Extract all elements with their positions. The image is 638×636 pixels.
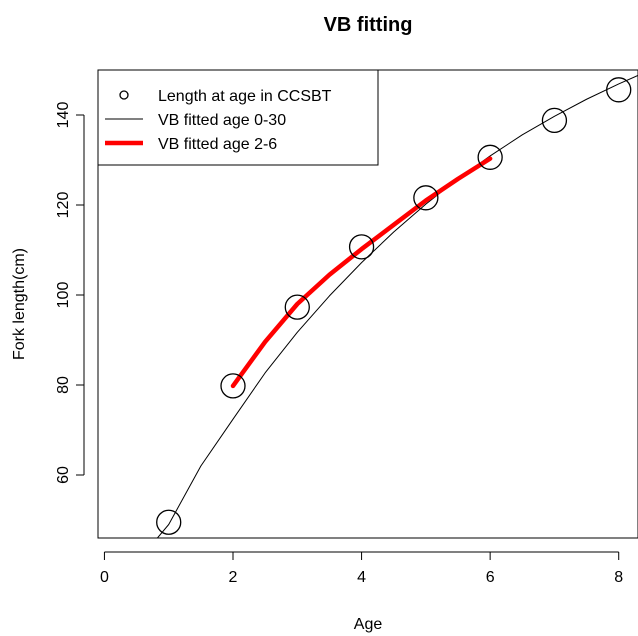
y-tick-label: 100 bbox=[55, 282, 72, 309]
y-axis-label: Fork length(cm) bbox=[11, 248, 28, 360]
legend-label: VB fitted age 2-6 bbox=[158, 136, 277, 153]
legend-label: Length at age in CCSBT bbox=[158, 88, 332, 105]
x-tick-label: 8 bbox=[614, 569, 623, 586]
legend-marker-circle bbox=[119, 90, 129, 100]
legend: Length at age in CCSBT VB fitted age 0-30… bbox=[97, 69, 379, 166]
data-point bbox=[413, 185, 439, 211]
series-line-1 bbox=[156, 74, 638, 538]
x-tick-label: 6 bbox=[486, 569, 495, 586]
y-tick-label: 60 bbox=[55, 466, 72, 484]
data-point bbox=[541, 107, 568, 134]
x-tick-label: 0 bbox=[100, 569, 109, 586]
data-point bbox=[220, 373, 246, 399]
data-point bbox=[156, 509, 182, 535]
y-tick-label: 140 bbox=[55, 102, 72, 129]
x-tick-label: 2 bbox=[229, 569, 238, 586]
series-line-2 bbox=[230, 156, 493, 389]
x-axis-label: Age bbox=[354, 616, 383, 633]
data-point bbox=[348, 234, 375, 260]
y-tick-label: 80 bbox=[55, 376, 72, 394]
data-point bbox=[606, 77, 632, 103]
y-tick-label: 120 bbox=[55, 192, 72, 219]
chart-title: VB fitting bbox=[324, 14, 413, 36]
data-point bbox=[477, 144, 503, 170]
legend-label: VB fitted age 0-30 bbox=[158, 112, 286, 129]
y-axis: 60 80 100 120 140 bbox=[55, 102, 85, 484]
x-axis: 0 2 4 6 8 bbox=[100, 551, 623, 586]
data-point bbox=[284, 294, 310, 320]
legend-box bbox=[97, 69, 379, 166]
x-tick-label: 4 bbox=[357, 569, 366, 586]
plot-area bbox=[156, 74, 638, 538]
